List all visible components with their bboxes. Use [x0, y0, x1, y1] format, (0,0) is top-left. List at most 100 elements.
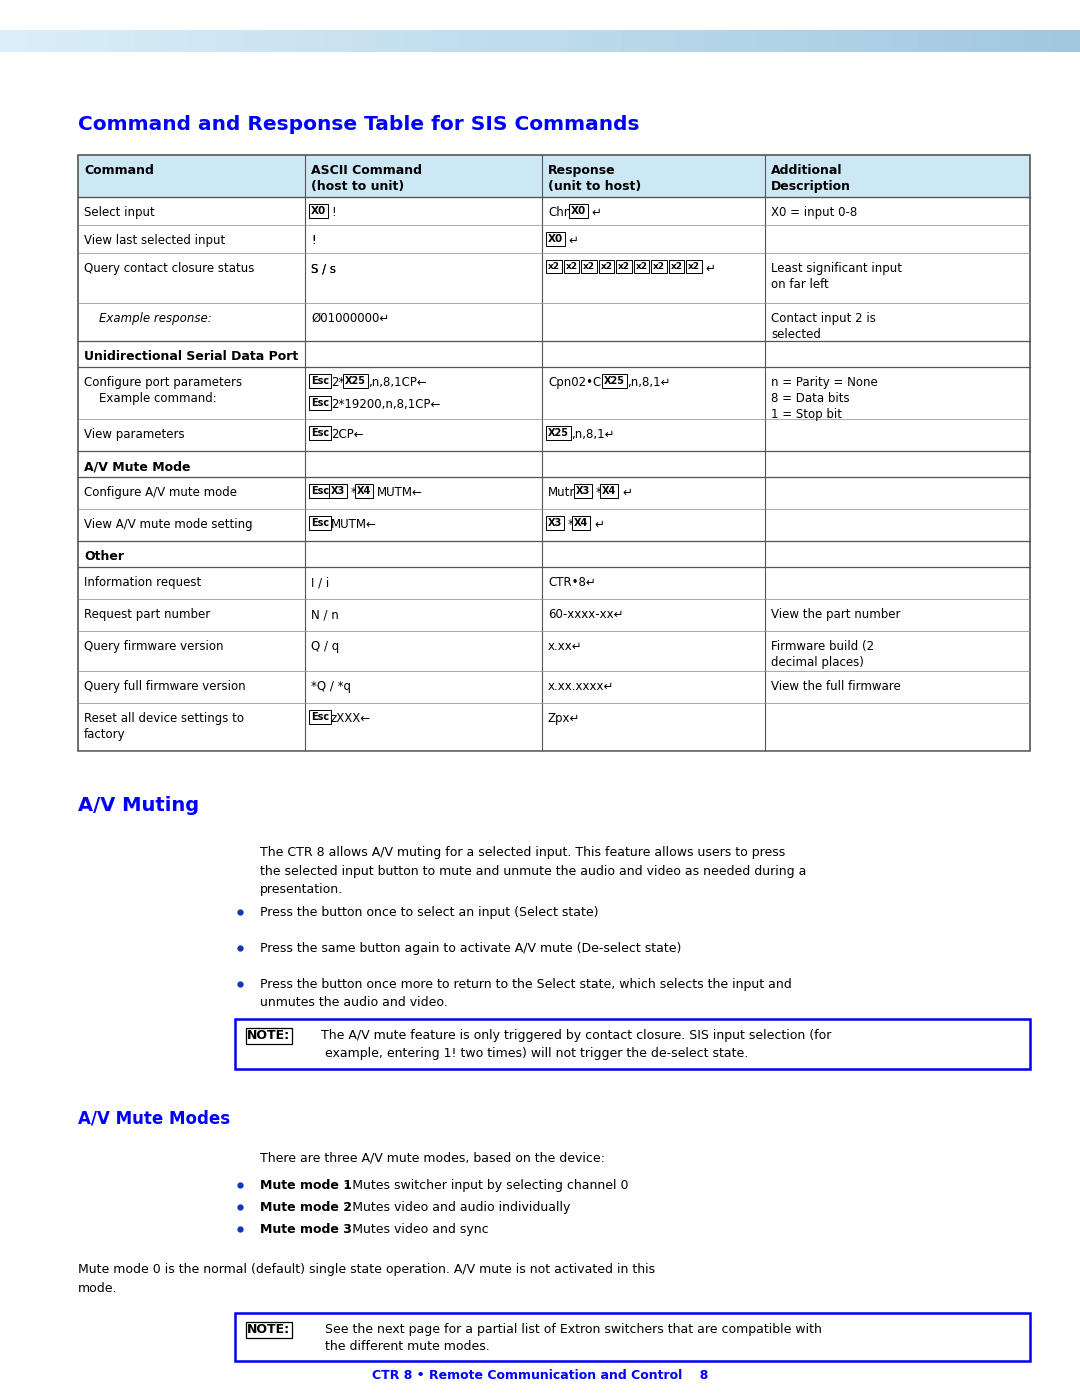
Text: X25: X25	[604, 376, 625, 386]
Text: MUTM←: MUTM←	[330, 518, 377, 531]
Bar	[999, 29, 1028, 52]
Text: Example response:: Example response:	[84, 312, 212, 326]
Bar	[918, 29, 947, 52]
Text: x2: x2	[671, 263, 683, 271]
Text: Mute mode 3: Mute mode 3	[260, 1222, 352, 1236]
Text: 2*: 2*	[330, 376, 345, 388]
Text: X3: X3	[548, 518, 563, 528]
Text: zXXX←: zXXX←	[330, 712, 372, 725]
Text: Press the button once more to return to the Select state, which selects the inpu: Press the button once more to return to …	[260, 978, 792, 1009]
Text: MUTM←: MUTM←	[377, 486, 423, 499]
Text: Unidirectional Serial Data Port: Unidirectional Serial Data Port	[84, 351, 298, 363]
Text: !: !	[311, 235, 315, 247]
Text: Response
(unit to host): Response (unit to host)	[548, 163, 642, 193]
Bar	[594, 29, 623, 52]
Bar	[27, 29, 56, 52]
Text: *: *	[351, 486, 356, 499]
Text: X4: X4	[357, 486, 372, 496]
Text: Esc: Esc	[311, 518, 329, 528]
Text: CTR 8 • Remote Communication and Control    8: CTR 8 • Remote Communication and Control…	[372, 1369, 708, 1382]
Text: NOTE:: NOTE:	[247, 1030, 291, 1042]
Bar	[621, 29, 650, 52]
Text: x.xx.xxxx↵: x.xx.xxxx↵	[548, 680, 615, 693]
Bar	[837, 29, 866, 52]
Text: Esc: Esc	[311, 427, 329, 439]
Text: *Q / *q: *Q / *q	[311, 680, 351, 693]
Text: x2: x2	[688, 263, 700, 271]
Text: X4: X4	[602, 486, 617, 496]
Text: Query contact closure status: Query contact closure status	[84, 263, 255, 275]
Text: ↵: ↵	[622, 486, 632, 499]
Bar	[135, 29, 164, 52]
Text: X0: X0	[311, 205, 326, 217]
Bar	[378, 29, 407, 52]
Text: Zpx↵: Zpx↵	[548, 712, 580, 725]
Text: 60-xxxx-xx↵: 60-xxxx-xx↵	[548, 608, 623, 622]
Text: View the part number: View the part number	[771, 608, 901, 622]
Text: Additional
Description: Additional Description	[771, 163, 851, 193]
Text: x2: x2	[583, 263, 595, 271]
Text: !: !	[330, 205, 336, 219]
Text: Contact input 2 is
selected: Contact input 2 is selected	[771, 312, 876, 341]
Text: Information request: Information request	[84, 576, 201, 590]
Text: View A/V mute mode setting: View A/V mute mode setting	[84, 518, 253, 531]
Text: Cpn02•Ccp: Cpn02•Ccp	[548, 376, 616, 388]
Bar	[675, 29, 704, 52]
Text: X4: X4	[573, 518, 589, 528]
Text: A/V Mute Modes: A/V Mute Modes	[78, 1109, 230, 1127]
Text: X0 = input 0-8: X0 = input 0-8	[771, 205, 858, 219]
Text: Command: Command	[84, 163, 153, 177]
Bar	[1026, 29, 1055, 52]
Text: Press the same button again to activate A/V mute (De-select state): Press the same button again to activate …	[260, 942, 681, 956]
Text: : Mutes video and audio individually: : Mutes video and audio individually	[345, 1201, 570, 1214]
Text: Request part number: Request part number	[84, 608, 211, 622]
Text: X0: X0	[571, 205, 586, 217]
Text: X25: X25	[345, 376, 366, 386]
Bar	[78, 155, 1030, 197]
Bar	[783, 29, 812, 52]
Text: Least significant input
on far left: Least significant input on far left	[771, 263, 902, 291]
Bar	[945, 29, 974, 52]
Text: The A/V mute feature is only triggered by contact closure. SIS input selection (: The A/V mute feature is only triggered b…	[318, 1030, 832, 1059]
Text: x2: x2	[548, 263, 561, 271]
Text: ↵: ↵	[705, 263, 715, 275]
Text: Esc: Esc	[311, 398, 329, 408]
Text: 2CP←: 2CP←	[330, 427, 364, 441]
Bar	[540, 29, 569, 52]
Bar	[54, 29, 83, 52]
Text: X25: X25	[548, 427, 569, 439]
Text: Esc: Esc	[311, 486, 329, 496]
Text: S / s: S / s	[311, 263, 336, 275]
Text: I / i: I / i	[311, 576, 329, 590]
Bar	[864, 29, 893, 52]
Text: Mute mode 2: Mute mode 2	[260, 1201, 352, 1214]
Text: N / n: N / n	[311, 608, 339, 622]
Text: A/V Muting: A/V Muting	[78, 796, 199, 814]
Text: S / s: S / s	[311, 263, 336, 275]
Bar	[513, 29, 542, 52]
Bar	[756, 29, 785, 52]
Bar	[108, 29, 137, 52]
Bar	[81, 29, 110, 52]
Bar	[216, 29, 245, 52]
Text: A/V Mute Mode: A/V Mute Mode	[84, 460, 190, 474]
Text: View parameters: View parameters	[84, 427, 185, 441]
Text: x2: x2	[635, 263, 648, 271]
Text: Firmware build (2
decimal places): Firmware build (2 decimal places)	[771, 640, 874, 669]
Bar	[235, 1018, 1030, 1069]
Text: *: *	[568, 518, 573, 531]
Bar	[648, 29, 677, 52]
Bar	[891, 29, 920, 52]
Bar	[0, 29, 29, 52]
Text: n = Parity = None
8 = Data bits
1 = Stop bit: n = Parity = None 8 = Data bits 1 = Stop…	[771, 376, 878, 420]
Text: *: *	[596, 486, 602, 499]
Text: NOTE:: NOTE:	[247, 1323, 291, 1336]
Bar	[324, 29, 353, 52]
Text: 2*19200,n,8,1CP←: 2*19200,n,8,1CP←	[330, 398, 441, 411]
Text: Reset all device settings to
factory: Reset all device settings to factory	[84, 712, 244, 740]
Text: Ø01000000↵: Ø01000000↵	[311, 312, 389, 326]
Bar	[459, 29, 488, 52]
Text: x2: x2	[618, 263, 630, 271]
Bar	[972, 29, 1001, 52]
Text: X3: X3	[330, 486, 346, 496]
